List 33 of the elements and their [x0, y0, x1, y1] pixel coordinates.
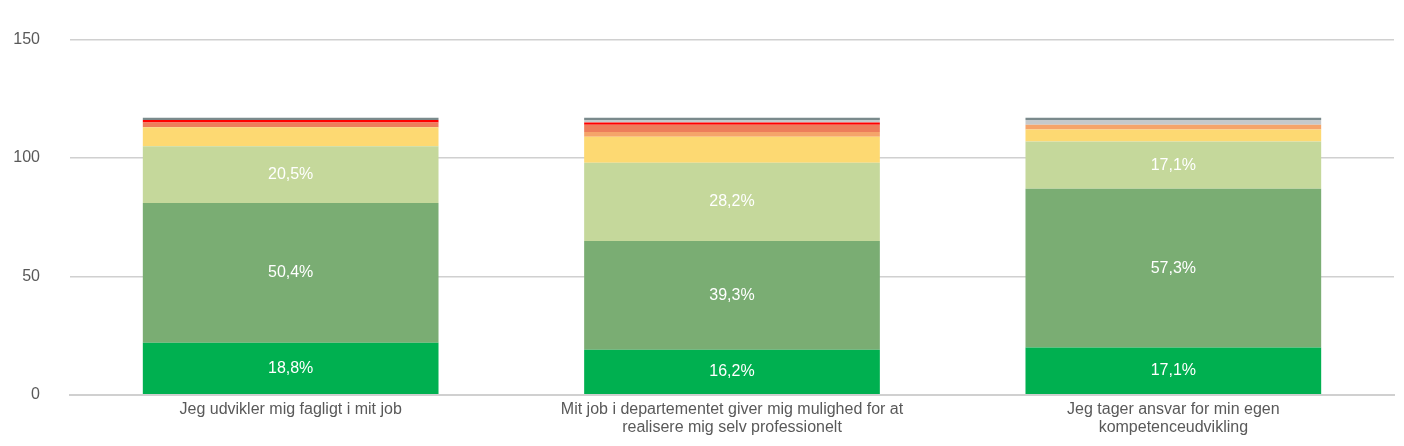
y-tick-label: 50 [22, 266, 41, 284]
bar [1025, 120, 1322, 125]
bar [142, 127, 439, 147]
bar [1025, 124, 1322, 130]
bar [584, 240, 880, 350]
annotation: 17,1% [1150, 361, 1197, 379]
annotation: 28,2% [709, 192, 755, 210]
bar [142, 146, 439, 203]
bar [142, 122, 439, 128]
y-tick-label: 100 [13, 148, 41, 166]
annotation: 57,3% [1150, 258, 1197, 276]
x-tick-label: Jeg udvikler mig fagligt i mit job [179, 400, 402, 418]
x-tick-label: Jeg tager ansvar for min egen kompetenceudvikling [1067, 400, 1280, 435]
y-tick-label: 0 [31, 385, 41, 403]
bar [584, 162, 880, 241]
bar [1025, 188, 1322, 348]
annotation: 18,8% [267, 358, 314, 376]
bar [142, 202, 439, 343]
bar [584, 349, 880, 395]
bar [584, 136, 880, 163]
bar [584, 131, 880, 137]
annotation: 39,3% [709, 285, 755, 303]
annotation: 20,5% [267, 164, 314, 182]
annotation: 17,1% [1150, 155, 1197, 173]
bar [1025, 347, 1322, 395]
bar [1025, 129, 1322, 142]
annotation: 16,2% [709, 362, 755, 380]
annotation: 50,4% [267, 263, 314, 281]
y-tick-label: 150 [13, 30, 41, 48]
x-tick-label: Mit job i departementet giver mig mulighed for at realisere mig selv professionelt [560, 400, 904, 435]
bar [142, 342, 439, 395]
bar [584, 124, 880, 132]
bar [1025, 141, 1322, 189]
